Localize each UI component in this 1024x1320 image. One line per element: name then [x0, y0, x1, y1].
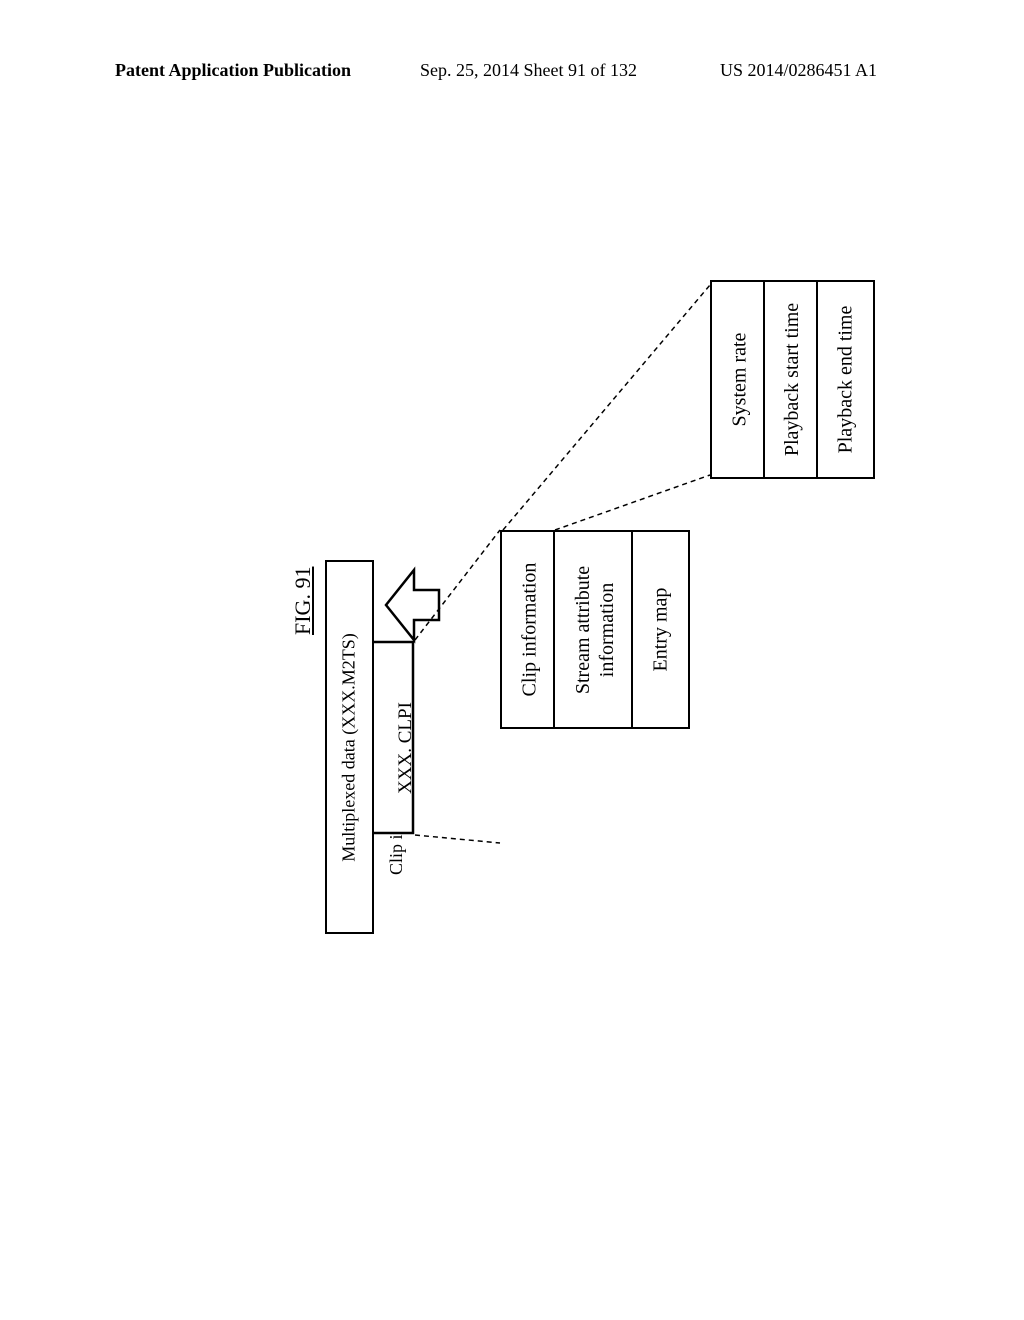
stream-attribute-text: Stream attribute information [571, 565, 619, 693]
playback-start-box: Playback start time [763, 280, 822, 479]
dash-connector-left [410, 525, 505, 845]
playback-end-box: Playback end time [816, 280, 875, 479]
clip-information-box: Clip information [500, 530, 559, 729]
system-rate-text: System rate [728, 333, 751, 427]
playback-start-text: Playback start time [781, 303, 804, 456]
dash-connector-right [500, 280, 720, 540]
entry-map-box: Entry map [631, 530, 690, 729]
stream-attribute-box: Stream attribute information [553, 530, 637, 729]
header-patent-number: US 2014/0286451 A1 [720, 60, 877, 81]
multiplexed-data-box: Multiplexed data (XXX.M2TS) [325, 560, 374, 934]
header-sheet-info: Sep. 25, 2014 Sheet 91 of 132 [420, 60, 637, 81]
entry-map-text: Entry map [649, 588, 672, 672]
multiplexed-data-text: Multiplexed data (XXX.M2TS) [339, 633, 360, 861]
system-rate-box: System rate [710, 280, 769, 479]
playback-end-text: Playback end time [834, 306, 857, 454]
clip-information-text: Clip information [518, 563, 541, 697]
header-publication: Patent Application Publication [115, 60, 351, 81]
figure-title: FIG. 91 [290, 567, 316, 635]
diagram-container: Clip information file XXX. CLPI Multiple… [350, 270, 910, 1090]
